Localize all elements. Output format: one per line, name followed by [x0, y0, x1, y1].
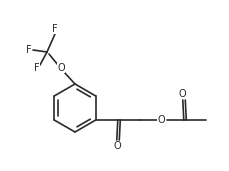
- Text: F: F: [52, 24, 58, 34]
- Text: O: O: [158, 115, 166, 125]
- Text: O: O: [57, 63, 65, 73]
- Text: O: O: [179, 89, 187, 99]
- Text: F: F: [34, 63, 40, 73]
- Text: F: F: [26, 45, 32, 55]
- Text: O: O: [114, 141, 122, 151]
